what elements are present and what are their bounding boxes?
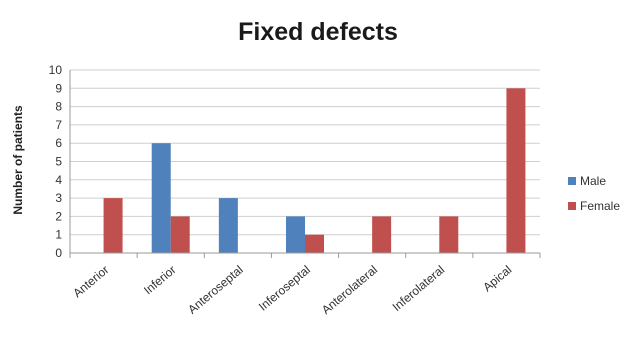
legend-label-female: Female <box>580 199 620 213</box>
y-tick-label: 5 <box>55 155 62 169</box>
x-tick-label: Inferoseptal <box>256 263 313 314</box>
chart-title: Fixed defects <box>238 18 398 46</box>
y-tick-label: 9 <box>55 81 62 95</box>
x-tick-label: Apical <box>480 263 514 295</box>
bar-female-inferolateral <box>439 216 459 253</box>
y-tick-label: 0 <box>55 246 62 260</box>
bars <box>103 88 526 253</box>
bar-female-anterior <box>103 198 123 253</box>
legend: Male Female <box>568 174 620 213</box>
bar-male-inferoseptal <box>286 216 305 253</box>
y-tick-label: 8 <box>55 100 62 114</box>
bar-female-apical <box>506 88 526 253</box>
x-tick-label: Anterolateral <box>319 263 380 317</box>
y-tick-label: 7 <box>55 118 62 132</box>
axes <box>69 70 541 258</box>
bar-male-inferior <box>151 143 171 253</box>
x-tick-label: Anteroseptal <box>185 263 246 317</box>
x-tick-label: Anterior <box>70 263 111 301</box>
y-axis-label: Number of patients <box>11 105 25 215</box>
legend-swatch-male <box>568 177 576 185</box>
x-tick-label: Inferior <box>141 263 179 298</box>
bar-male-anteroseptal <box>218 198 238 253</box>
x-axis-labels: Anterior Inferior Anteroseptal Inferoseptal… <box>70 263 514 317</box>
y-tick-label: 10 <box>49 63 63 77</box>
y-tick-label: 1 <box>55 228 62 242</box>
legend-label-male: Male <box>580 174 606 188</box>
bar-female-inferior <box>170 216 190 253</box>
x-tick-label: Inferolateral <box>390 263 448 314</box>
bar-female-inferoseptal <box>305 234 324 253</box>
y-tick-label: 2 <box>55 209 62 223</box>
y-tick-label: 3 <box>55 191 62 205</box>
bar-female-anterolateral <box>372 216 392 253</box>
y-tick-label: 4 <box>55 173 62 187</box>
y-axis-ticks: 0 1 2 3 4 5 6 7 8 9 10 <box>49 63 63 260</box>
gridlines <box>70 69 540 236</box>
legend-swatch-female <box>568 202 576 210</box>
y-tick-label: 6 <box>55 136 62 150</box>
